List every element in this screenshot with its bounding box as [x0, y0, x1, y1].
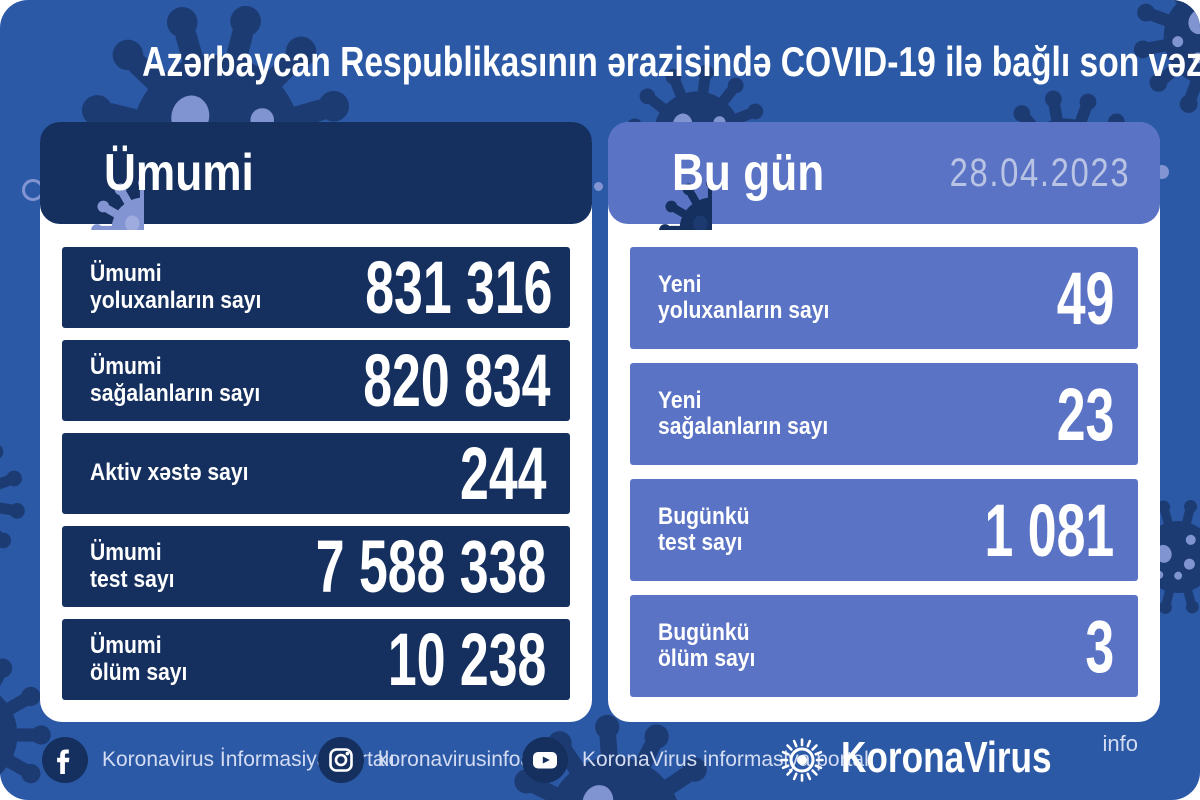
youtube-label: KoronaVirus informasiya portalı — [582, 748, 875, 771]
instagram-icon — [318, 737, 364, 783]
stat-value: 49 — [1056, 256, 1114, 340]
stat-row: Ümumi sağalanların sayı 820 834 — [62, 339, 570, 422]
instagram-label: koronavirusinfoaz — [378, 748, 543, 771]
instagram-link[interactable]: koronavirusinfoaz — [318, 737, 543, 783]
totals-header: Ümumi — [40, 122, 592, 224]
stat-label: Bugünkü ölüm sayı — [658, 618, 756, 672]
today-header: Bu gün 28.04.2023 — [608, 122, 1160, 224]
stat-value: 23 — [1056, 372, 1114, 456]
date-label: 28.04.2023 — [949, 150, 1130, 195]
today-rows: Yeni yoluxanların sayı 49 Yeni sağalanları… — [608, 224, 1160, 697]
stat-value: 10 238 — [387, 618, 546, 701]
stat-label: Ümumi test sayı — [90, 539, 175, 593]
stat-label: Ümumi ölüm sayı — [90, 632, 188, 686]
totals-rows: Ümumi yoluxanların sayı 831 316 Ümumi sağa… — [40, 224, 592, 701]
stat-value: 244 — [459, 432, 546, 515]
dot-decoration — [594, 182, 603, 191]
youtube-icon — [522, 737, 568, 783]
stat-row: Ümumi test sayı 7 588 338 — [62, 525, 570, 608]
stat-label: Yeni sağalanların sayı — [658, 386, 829, 440]
stat-row: Yeni yoluxanların sayı 49 — [630, 247, 1138, 349]
footer: Koronavirus İnformasiya Portalı koronavi… — [0, 732, 1200, 788]
stat-row: Yeni sağalanların sayı 23 — [630, 363, 1138, 465]
logo-superscript: info — [1102, 731, 1138, 756]
totals-panel: Ümumi Ümumi yoluxanların sayı 831 316 Ümu… — [40, 122, 592, 722]
today-panel: Bu gün 28.04.2023 Yeni yoluxanların sayı … — [608, 122, 1160, 722]
stat-value: 3 — [1085, 604, 1114, 688]
stat-row: Ümumi yoluxanların sayı 831 316 — [62, 246, 570, 329]
stat-row: Bugünkü test sayı 1 081 — [630, 479, 1138, 581]
stat-label: Yeni yoluxanların sayı — [658, 270, 830, 324]
stat-value: 7 588 338 — [315, 525, 546, 608]
stat-row: Ümumi ölüm sayı 10 238 — [62, 618, 570, 701]
logo-text: KoronaVirus — [841, 733, 1052, 782]
stat-value: 1 081 — [984, 488, 1114, 572]
koronavirus-info-logo[interactable]: KoronaVirus info — [777, 731, 1154, 785]
stat-label: Ümumi sağalanların sayı — [90, 353, 261, 407]
virus-sun-icon — [780, 738, 825, 782]
stat-value: 831 316 — [365, 246, 553, 329]
stat-label: Bugünkü test sayı — [658, 502, 750, 556]
stat-row: Bugünkü ölüm sayı 3 — [630, 595, 1138, 697]
stat-value: 820 834 — [363, 339, 551, 422]
page-title: Azərbaycan Respublikasının ərazisində CO… — [142, 38, 1200, 85]
stat-label: Ümumi yoluxanların sayı — [90, 260, 262, 314]
stat-label: Aktiv xəstə sayı — [90, 459, 249, 487]
facebook-icon — [42, 737, 88, 783]
stat-row: Aktiv xəstə sayı 244 — [62, 432, 570, 515]
totals-header-label: Ümumi — [104, 144, 254, 202]
today-header-label: Bu gün — [672, 144, 825, 202]
youtube-link[interactable]: KoronaVirus informasiya portalı — [522, 737, 875, 783]
